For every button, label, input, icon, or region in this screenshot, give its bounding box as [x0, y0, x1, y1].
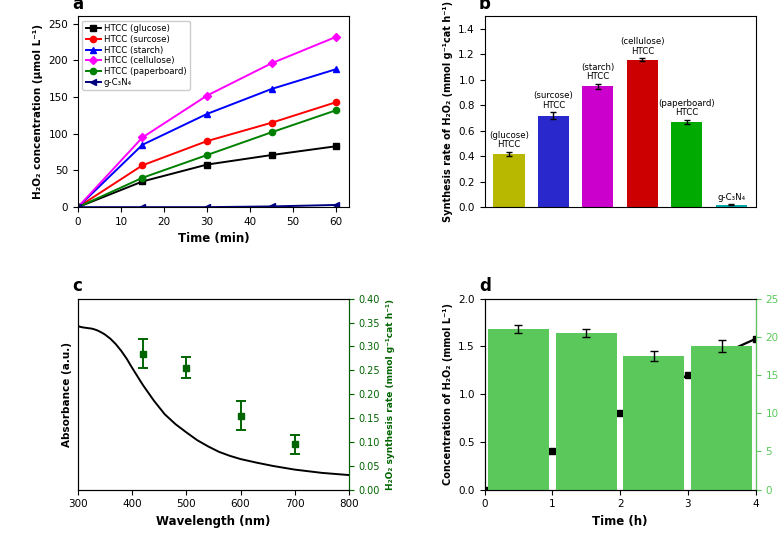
- HTCC (cellulose): [73, 204, 83, 211]
- HTCC (cellulose): [331, 34, 340, 40]
- Bar: [716, 205, 747, 207]
- HTCC (surcose): [73, 204, 83, 211]
- HTCC (starch): [331, 66, 340, 72]
- Line: HTCC (paperboard): HTCC (paperboard): [75, 107, 339, 211]
- HTCC (surcose): [203, 138, 212, 144]
- Y-axis label: Concentration of H₂O₂ (mmol L⁻¹): Concentration of H₂O₂ (mmol L⁻¹): [442, 303, 453, 485]
- X-axis label: Time (min): Time (min): [178, 232, 249, 245]
- Bar: [493, 154, 524, 207]
- Text: HTCC: HTCC: [542, 101, 565, 110]
- Bar: [627, 60, 657, 207]
- HTCC (surcose): [138, 162, 147, 169]
- Bar: [555, 333, 617, 490]
- HTCC (surcose): [267, 120, 277, 126]
- g-C₃N₄: [203, 204, 212, 211]
- Text: d: d: [479, 277, 491, 295]
- Bar: [671, 122, 703, 207]
- Text: a: a: [72, 0, 83, 13]
- Y-axis label: H₂O₂ concentration (μmol L⁻¹): H₂O₂ concentration (μmol L⁻¹): [33, 24, 43, 199]
- Y-axis label: H₂O₂ synthesis rate (mmol g⁻¹cat h⁻¹): H₂O₂ synthesis rate (mmol g⁻¹cat h⁻¹): [386, 299, 395, 490]
- Line: g-C₃N₄: g-C₃N₄: [75, 202, 339, 211]
- HTCC (surcose): [331, 99, 340, 106]
- Y-axis label: Synthesis rate of H₂O₂ (mmol g⁻¹cat h⁻¹): Synthesis rate of H₂O₂ (mmol g⁻¹cat h⁻¹): [442, 1, 453, 222]
- Line: HTCC (cellulose): HTCC (cellulose): [75, 34, 339, 211]
- Text: HTCC: HTCC: [587, 72, 609, 82]
- HTCC (starch): [73, 204, 83, 211]
- Line: HTCC (glucose): HTCC (glucose): [75, 143, 339, 211]
- Line: HTCC (surcose): HTCC (surcose): [75, 99, 339, 211]
- HTCC (glucose): [267, 152, 277, 158]
- Legend: HTCC (glucose), HTCC (surcose), HTCC (starch), HTCC (cellulose), HTCC (paperboar: HTCC (glucose), HTCC (surcose), HTCC (st…: [83, 21, 190, 90]
- HTCC (cellulose): [203, 92, 212, 99]
- Y-axis label: Absorbance (a.u.): Absorbance (a.u.): [62, 342, 72, 447]
- Text: (glucose): (glucose): [489, 131, 529, 140]
- g-C₃N₄: [267, 203, 277, 209]
- Text: HTCC: HTCC: [675, 108, 698, 117]
- HTCC (starch): [267, 86, 277, 92]
- HTCC (glucose): [331, 143, 340, 150]
- g-C₃N₄: [73, 204, 83, 211]
- HTCC (glucose): [203, 162, 212, 168]
- Text: (surcose): (surcose): [534, 91, 573, 100]
- Line: HTCC (starch): HTCC (starch): [75, 66, 339, 211]
- HTCC (paperboard): [267, 129, 277, 135]
- HTCC (paperboard): [203, 152, 212, 158]
- g-C₃N₄: [331, 202, 340, 208]
- Text: (starch): (starch): [581, 63, 615, 72]
- X-axis label: Wavelength (nm): Wavelength (nm): [157, 515, 270, 528]
- Text: c: c: [72, 277, 83, 295]
- Text: (cellulose): (cellulose): [620, 37, 664, 46]
- HTCC (paperboard): [138, 175, 147, 181]
- Text: g-C₃N₄: g-C₃N₄: [717, 193, 746, 202]
- Bar: [538, 115, 569, 207]
- Text: HTCC: HTCC: [497, 140, 520, 149]
- Text: (paperboard): (paperboard): [658, 98, 715, 108]
- HTCC (starch): [203, 110, 212, 117]
- Bar: [623, 356, 685, 490]
- HTCC (starch): [138, 141, 147, 148]
- Text: b: b: [479, 0, 491, 13]
- HTCC (paperboard): [73, 204, 83, 211]
- Bar: [488, 329, 549, 490]
- g-C₃N₄: [138, 204, 147, 211]
- HTCC (cellulose): [138, 134, 147, 141]
- HTCC (cellulose): [267, 60, 277, 66]
- Bar: [583, 86, 613, 207]
- X-axis label: Time (h): Time (h): [592, 515, 648, 528]
- Bar: [691, 346, 753, 490]
- HTCC (paperboard): [331, 107, 340, 114]
- Text: HTCC: HTCC: [631, 46, 654, 55]
- HTCC (glucose): [138, 178, 147, 185]
- HTCC (glucose): [73, 204, 83, 211]
